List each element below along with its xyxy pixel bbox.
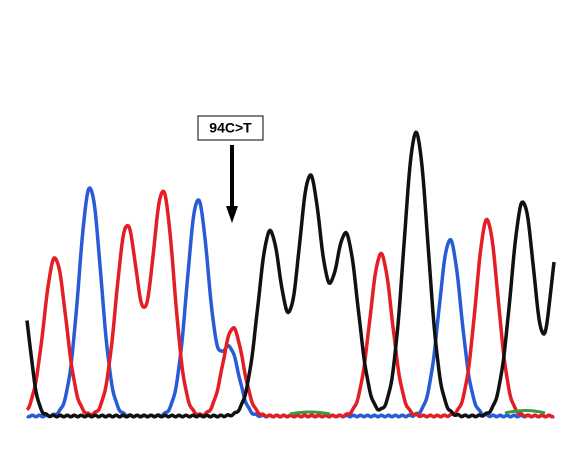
annotation-label: 94C>T — [209, 120, 252, 136]
arrow-head — [226, 206, 238, 223]
trace — [289, 409, 546, 416]
annotation-box — [197, 115, 264, 141]
trace — [25, 130, 556, 419]
traces — [25, 130, 556, 419]
